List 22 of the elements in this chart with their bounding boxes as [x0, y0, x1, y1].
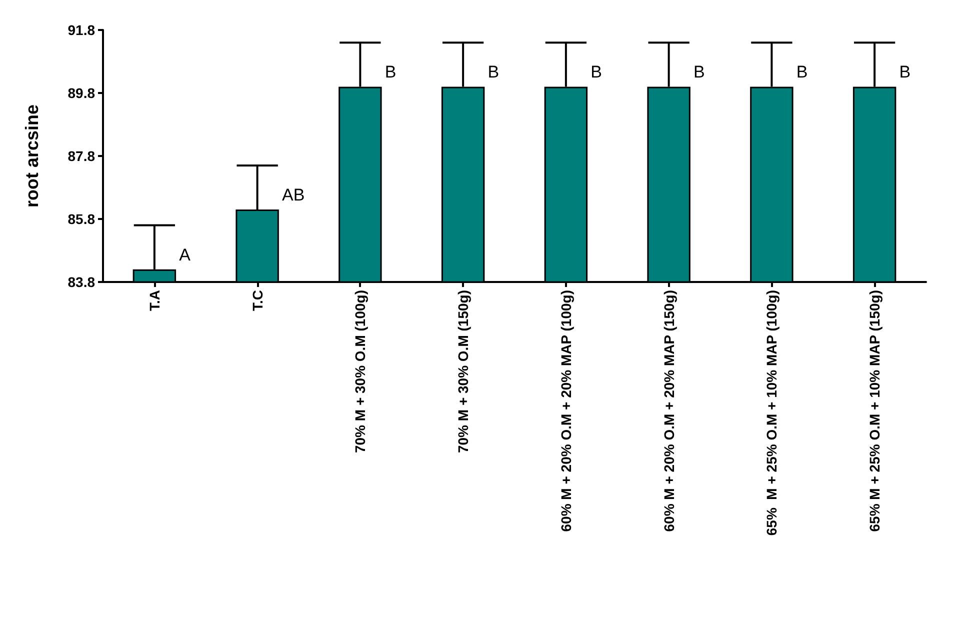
annotation: B [899, 62, 911, 82]
x-tick-label: T.C [249, 290, 266, 311]
annotation: B [384, 62, 396, 82]
x-tick-label: 60% M + 20% O.M + 20% MAP (100g) [558, 290, 574, 532]
y-axis-title: root arcsine [22, 104, 42, 208]
x-tick-label: 70% M + 30% O.M (100g) [352, 290, 368, 454]
annotation: B [488, 62, 500, 82]
y-tick-label: 91.8 [68, 22, 96, 38]
y-tick-label: 83.8 [68, 274, 96, 290]
y-tick-label: 85.8 [68, 211, 96, 227]
y-tick-label: 87.8 [68, 148, 96, 164]
annotation: B [590, 62, 602, 82]
annotation: A [179, 245, 192, 264]
x-tick-label: 70% M + 30% O.M (150g) [455, 290, 472, 454]
x-tick-label: 65% M + 25% O.M + 10% MAP (150g) [866, 290, 883, 532]
annotation: AB [282, 186, 305, 205]
annotation: B [796, 62, 808, 82]
x-tick-label: T.A [146, 290, 162, 311]
y-tick-label: 89.8 [68, 85, 96, 101]
annotation: B [694, 62, 705, 82]
x-tick-label: 60% M + 20% O.M + 20% MAP (150g) [660, 290, 677, 532]
x-tick-label: 65% M + 25% O.M + 10% MAP (100g) [764, 290, 780, 536]
